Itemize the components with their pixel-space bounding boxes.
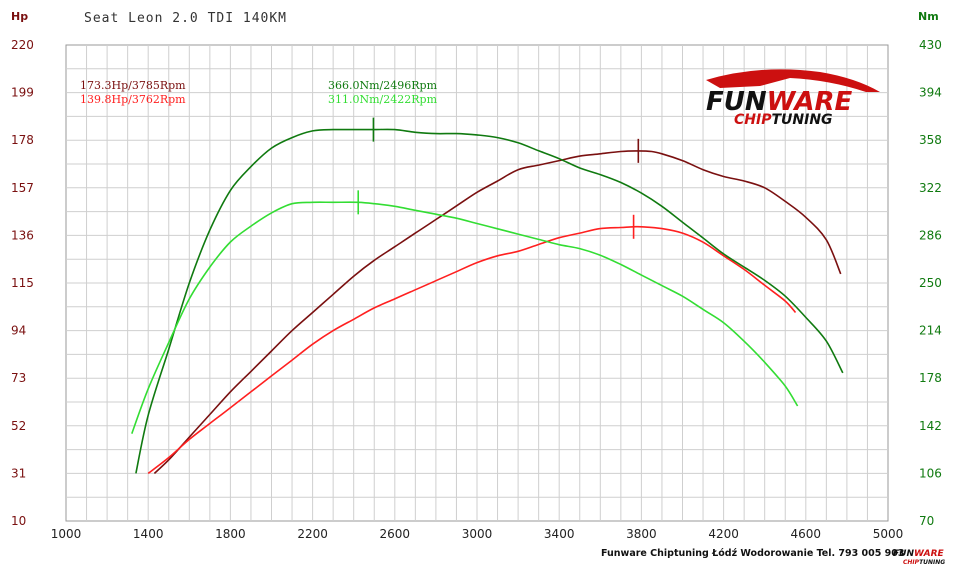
left-tick-label: 73 (11, 371, 26, 385)
right-tick-label: 322 (919, 181, 942, 195)
peak-label-hp-tuned: 173.3Hp/3785Rpm (80, 79, 186, 92)
x-tick-label: 2600 (380, 527, 411, 541)
right-tick-label: 394 (919, 86, 942, 100)
left-tick-label: 115 (11, 276, 34, 290)
x-tick-label: 2200 (297, 527, 328, 541)
grid (65, 44, 889, 522)
left-tick-label: 157 (11, 181, 34, 195)
nm-tuned-curve (135, 128, 844, 474)
right-tick-label: 250 (919, 276, 942, 290)
peak-label-nm-tuned: 366.0Nm/2496Rpm (328, 79, 438, 92)
x-tick-label: 5000 (873, 527, 904, 541)
left-tick-label: 31 (11, 466, 26, 480)
right-tick-label: 286 (919, 228, 942, 242)
hp-tuned-curve (153, 150, 842, 474)
logo-sub: CHIPTUNING (734, 112, 833, 128)
car-silhouette-icon (706, 69, 880, 92)
footer-logo-sub: CHIPTUNING (903, 559, 945, 566)
footer-logo-main: FUNWARE (893, 549, 945, 559)
peak-markers (357, 117, 640, 239)
left-tick-label: 10 (11, 514, 26, 528)
right-tick-label: 430 (919, 38, 942, 52)
right-tick-label: 178 (919, 371, 942, 385)
x-tick-label: 3800 (626, 527, 657, 541)
right-axis-unit: Nm (918, 10, 939, 23)
left-tick-label: 199 (11, 86, 34, 100)
x-tick-label: 1000 (51, 527, 82, 541)
x-tick-label: 4600 (791, 527, 822, 541)
right-tick-label: 142 (919, 419, 942, 433)
x-tick-label: 3000 (462, 527, 493, 541)
x-tick-label: 1400 (133, 527, 164, 541)
funware-logo: FUNWARE CHIPTUNING (706, 69, 880, 128)
left-tick-label: 220 (11, 38, 34, 52)
x-tick-label: 3400 (544, 527, 575, 541)
right-tick-label: 70 (919, 514, 934, 528)
right-tick-label: 358 (919, 133, 942, 147)
footer-logo: FUNWARE CHIPTUNING (893, 549, 945, 566)
left-tick-label: 136 (11, 228, 34, 242)
left-tick-label: 52 (11, 419, 26, 433)
logo-main: FUNWARE (706, 87, 853, 117)
x-tick-label: 1800 (215, 527, 246, 541)
hp-stock-curve (147, 225, 797, 475)
x-tick-label: 4200 (708, 527, 739, 541)
tick-labels: 1000 1400 1800 2200 2600 3000 3400 3800 4200 4600… (11, 38, 942, 541)
curves (131, 128, 844, 475)
right-tick-label: 106 (919, 466, 942, 480)
peak-label-nm-stock: 311.0Nm/2422Rpm (328, 93, 438, 106)
peak-label-hp-stock: 139.8Hp/3762Rpm (80, 93, 186, 106)
left-tick-label: 178 (11, 133, 34, 147)
left-axis-unit: Hp (11, 10, 28, 23)
chart-title: Seat Leon 2.0 TDI 140KM (84, 11, 287, 26)
nm-stock-curve (131, 201, 799, 434)
footer-text: Funware Chiptuning Łódź Wodorowanie Tel.… (601, 548, 905, 559)
right-tick-label: 214 (919, 324, 942, 338)
left-tick-label: 94 (11, 324, 26, 338)
